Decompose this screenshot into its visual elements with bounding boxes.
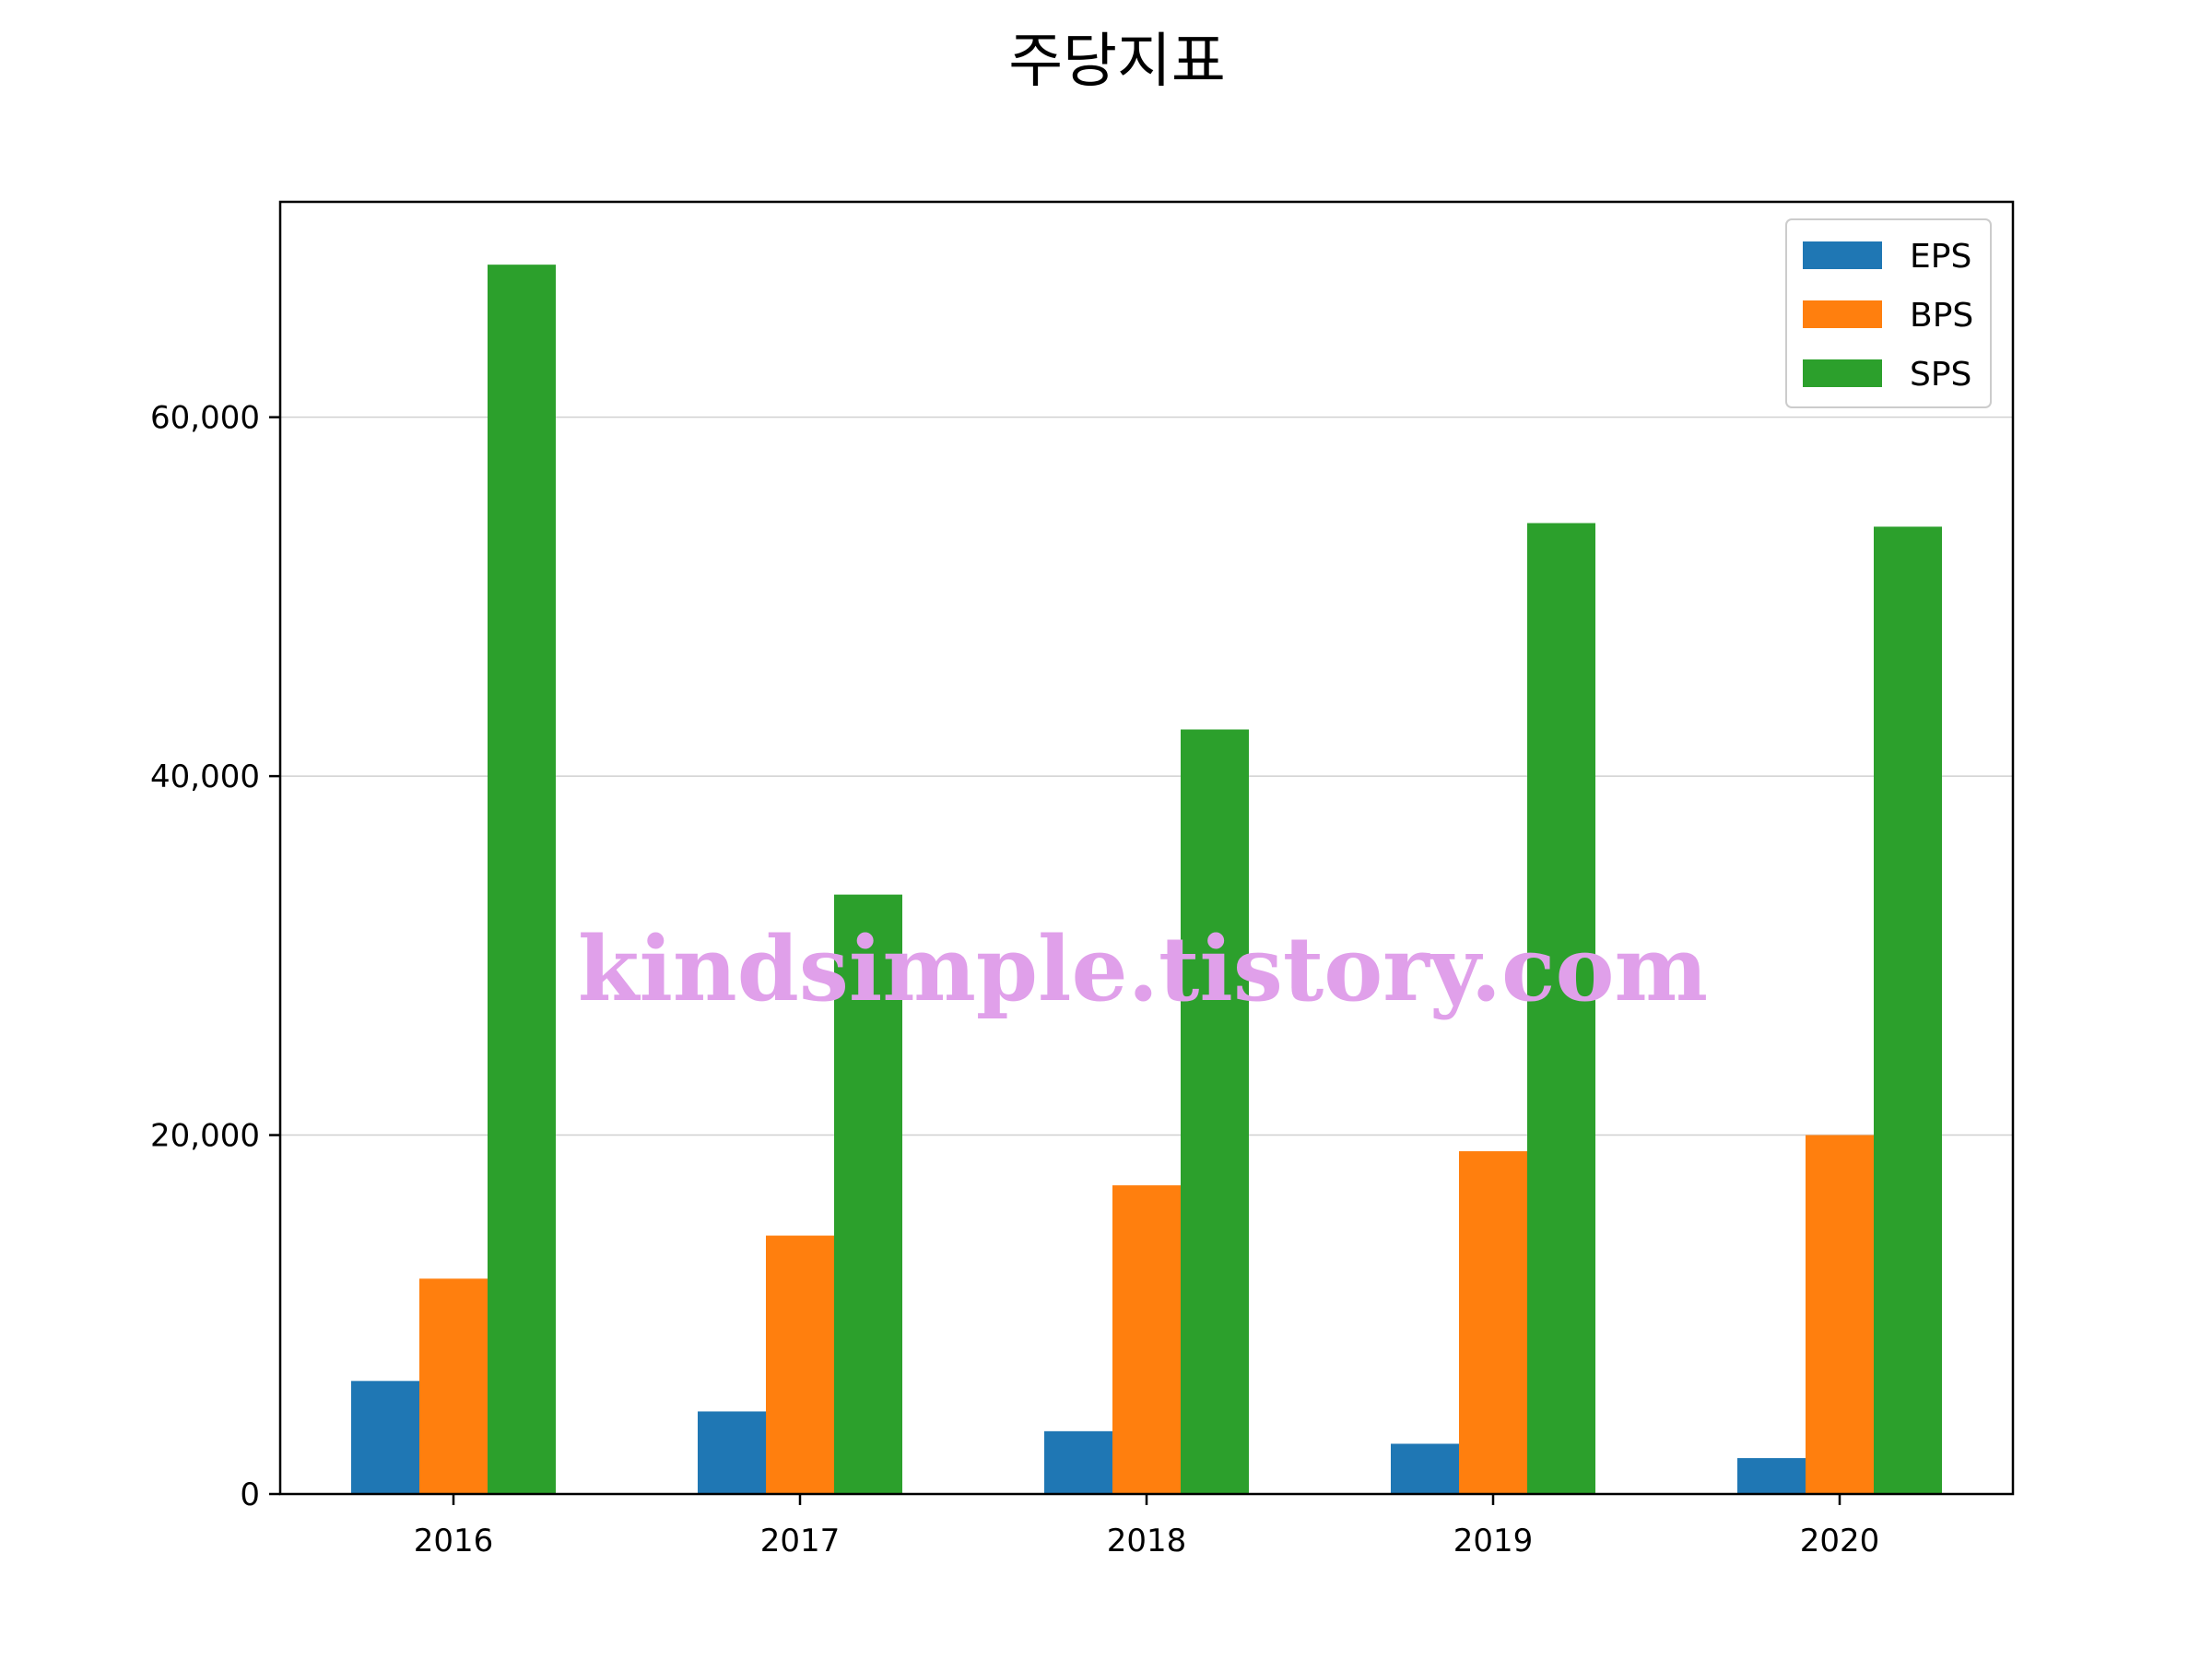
bar-bps-2018 bbox=[1112, 1185, 1181, 1494]
bar-sps-2017 bbox=[834, 894, 902, 1494]
x-tick-label: 2016 bbox=[414, 1523, 494, 1559]
y-axis: 0 20,000 40,000 60,000 bbox=[150, 400, 280, 1513]
bar-bps-2019 bbox=[1459, 1151, 1527, 1494]
legend-label-sps: SPS bbox=[1910, 356, 1971, 394]
chart-title: 주당지표 bbox=[1008, 28, 1226, 96]
y-tick-label: 40,000 bbox=[150, 759, 260, 795]
bar-eps-2016 bbox=[351, 1381, 419, 1494]
bar-bps-2017 bbox=[766, 1235, 834, 1494]
x-tick-label: 2017 bbox=[760, 1523, 841, 1559]
legend-swatch-eps bbox=[1803, 241, 1882, 269]
watermark-text: kindsimple.tistory.com bbox=[578, 917, 1708, 1021]
y-tick-label: 0 bbox=[240, 1477, 260, 1513]
bar-sps-2018 bbox=[1181, 729, 1249, 1494]
bar-bps-2020 bbox=[1806, 1135, 1874, 1494]
bar-eps-2017 bbox=[698, 1411, 766, 1494]
bar-sps-2016 bbox=[488, 265, 556, 1494]
bar-sps-2019 bbox=[1527, 523, 1595, 1495]
y-tick-label: 60,000 bbox=[150, 400, 260, 437]
y-tick-label: 20,000 bbox=[150, 1118, 260, 1155]
bar-eps-2019 bbox=[1391, 1443, 1459, 1494]
bar-bps-2016 bbox=[419, 1278, 488, 1494]
x-tick-label: 2020 bbox=[1800, 1523, 1880, 1559]
bar-eps-2018 bbox=[1044, 1430, 1112, 1494]
x-tick-label: 2019 bbox=[1453, 1523, 1534, 1559]
bars bbox=[351, 265, 1942, 1495]
bar-eps-2020 bbox=[1737, 1458, 1806, 1494]
legend-label-eps: EPS bbox=[1910, 238, 1971, 276]
bar-sps-2020 bbox=[1874, 526, 1942, 1494]
gridlines bbox=[280, 416, 2013, 1136]
legend: EPS BPS SPS bbox=[1785, 218, 1992, 408]
x-axis: 2016 2017 2018 2019 2020 bbox=[414, 1494, 1880, 1559]
legend-label-bps: BPS bbox=[1910, 297, 1973, 335]
legend-swatch-sps bbox=[1803, 359, 1882, 387]
x-tick-label: 2018 bbox=[1107, 1523, 1187, 1559]
legend-swatch-bps bbox=[1803, 300, 1882, 328]
